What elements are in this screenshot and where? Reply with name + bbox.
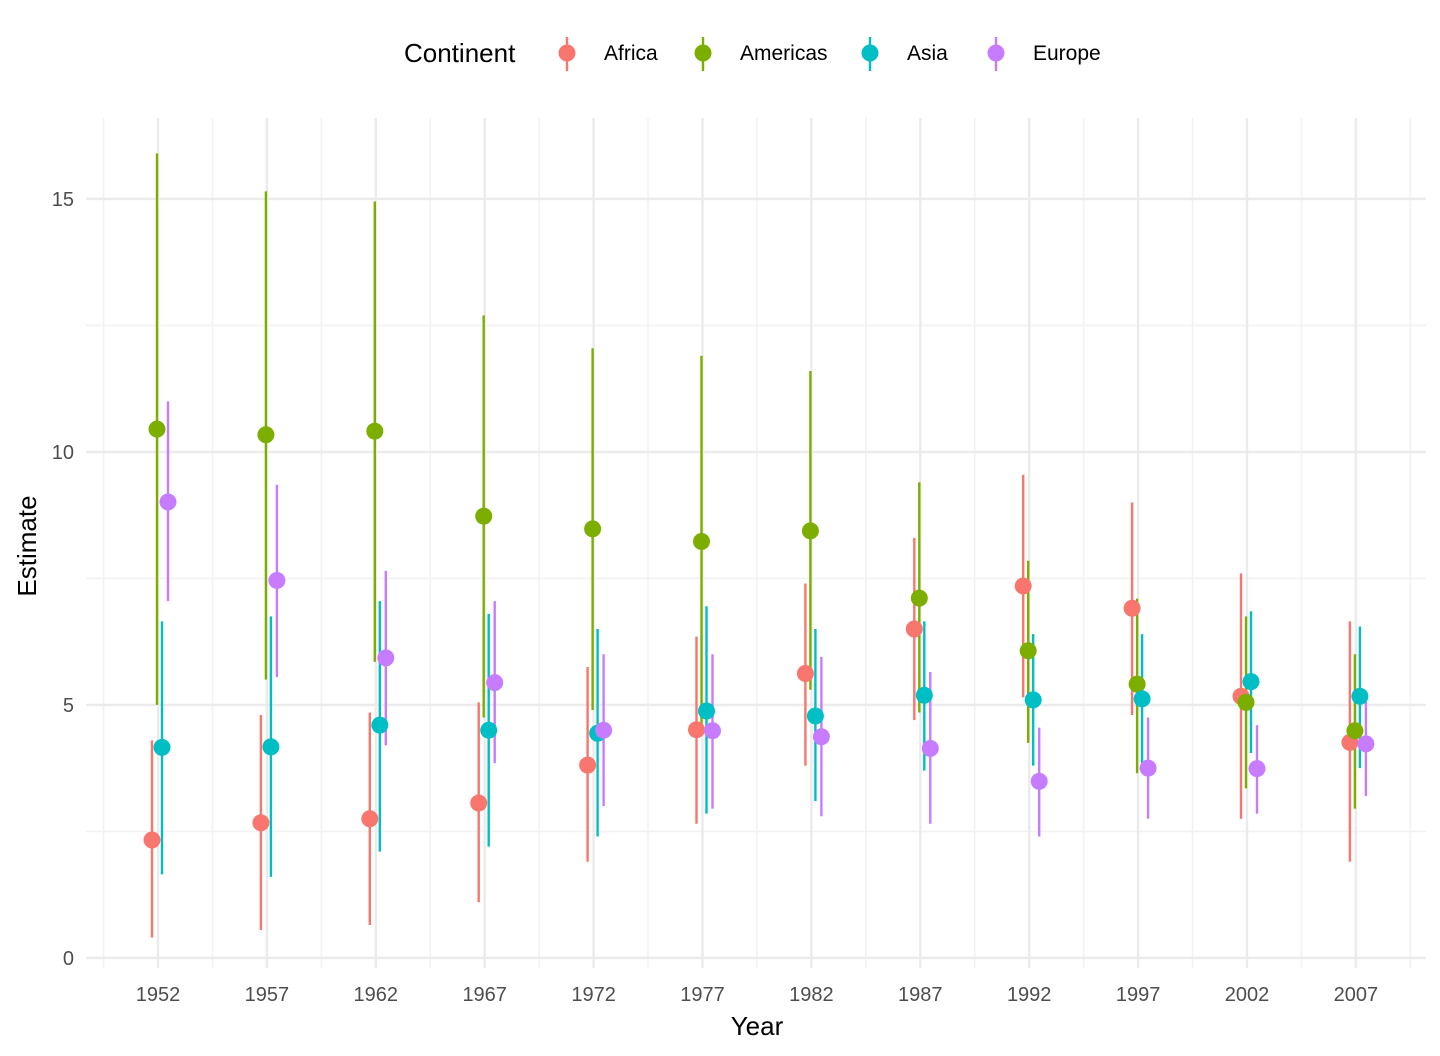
y-tick-label: 5 — [63, 695, 74, 717]
x-tick-label: 1977 — [680, 984, 725, 1006]
data-point-europe — [268, 571, 286, 589]
data-point-africa — [252, 814, 270, 832]
data-point-americas — [1346, 722, 1364, 740]
legend-label-americas: Americas — [740, 42, 828, 65]
data-point-asia — [153, 738, 171, 756]
data-point-europe — [377, 649, 395, 667]
axis-layer: Year Estimate 0 5 10 15 1952 1957 1962 1967 1972… — [12, 189, 1378, 1041]
data-point-europe — [1248, 760, 1266, 778]
legend-key-point-asia — [861, 44, 879, 62]
data-point-asia — [1024, 691, 1042, 709]
y-tick-label: 0 — [63, 948, 74, 970]
data-point-africa — [688, 721, 705, 739]
x-tick-label: 1982 — [789, 984, 834, 1006]
data-point-africa — [796, 665, 814, 683]
x-tick-label: 1957 — [245, 984, 290, 1006]
y-axis-title: Estimate — [12, 495, 42, 596]
data-point-africa — [1123, 599, 1141, 617]
grid-layer — [86, 118, 1426, 968]
x-tick-label: 1997 — [1116, 984, 1161, 1006]
x-tick-label: 1992 — [1007, 984, 1052, 1006]
data-point-europe — [486, 674, 504, 692]
data-point-americas — [1128, 675, 1146, 693]
data-point-europe — [1030, 772, 1048, 790]
legend-key-point-americas — [694, 44, 712, 62]
data-point-americas — [366, 422, 384, 440]
x-axis-title: Year — [731, 1011, 784, 1041]
legend-key-point-africa — [558, 44, 576, 62]
data-point-americas — [475, 507, 493, 525]
marks-layer — [143, 153, 1375, 938]
data-point-europe — [704, 722, 721, 740]
data-point-africa — [143, 831, 161, 849]
y-tick-label: 10 — [52, 442, 74, 464]
data-point-africa — [579, 756, 597, 774]
data-point-americas — [1019, 642, 1037, 660]
data-point-americas — [801, 522, 819, 540]
data-point-europe — [1357, 735, 1375, 753]
data-point-asia — [698, 702, 715, 720]
x-tick-label: 2007 — [1334, 984, 1379, 1006]
legend: Continent Africa Americas Asia Europe — [404, 37, 1101, 71]
legend-label-africa: Africa — [604, 42, 658, 65]
data-point-asia — [262, 738, 280, 756]
data-point-asia — [1351, 687, 1369, 705]
data-point-americas — [584, 520, 602, 538]
x-tick-label: 1987 — [898, 984, 943, 1006]
data-point-americas — [693, 532, 710, 550]
data-point-asia — [371, 716, 389, 734]
data-point-africa — [470, 794, 488, 812]
data-point-africa — [361, 810, 379, 828]
legend-label-asia: Asia — [907, 42, 948, 65]
x-tick-label: 1962 — [354, 984, 399, 1006]
data-point-africa — [905, 620, 923, 638]
legend-title: Continent — [404, 38, 516, 68]
data-point-asia — [806, 707, 824, 725]
x-tick-label: 1967 — [462, 984, 507, 1006]
x-tick-label: 1952 — [136, 984, 181, 1006]
data-point-americas — [148, 420, 166, 438]
data-point-americas — [257, 426, 275, 444]
y-tick-label: 15 — [52, 189, 74, 211]
data-point-asia — [1133, 690, 1151, 708]
data-point-asia — [915, 686, 933, 704]
data-point-americas — [1237, 693, 1255, 711]
data-point-americas — [910, 589, 928, 607]
legend-key-point-europe — [987, 44, 1005, 62]
data-point-europe — [812, 728, 830, 746]
data-point-africa — [1014, 577, 1032, 595]
data-point-europe — [595, 721, 613, 739]
data-point-europe — [921, 739, 939, 757]
data-point-asia — [1242, 673, 1260, 691]
x-tick-label: 1972 — [571, 984, 616, 1006]
legend-label-europe: Europe — [1033, 42, 1101, 65]
data-point-europe — [1139, 759, 1157, 777]
data-point-asia — [480, 721, 498, 739]
x-tick-label: 2002 — [1225, 984, 1270, 1006]
data-point-europe — [159, 493, 177, 511]
